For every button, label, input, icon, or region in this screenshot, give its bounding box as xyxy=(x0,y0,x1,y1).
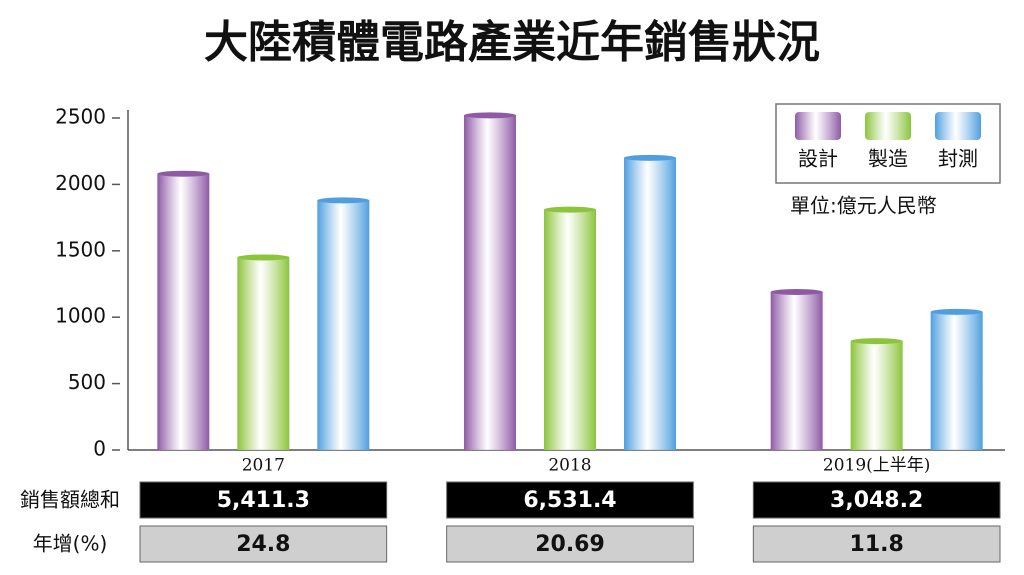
y-tick-label: 0 xyxy=(93,437,106,461)
bar xyxy=(850,341,903,450)
legend-swatch xyxy=(795,112,841,140)
table-value: 3,048.2 xyxy=(830,488,923,513)
table-cell xyxy=(139,525,388,563)
bar-cap xyxy=(464,112,516,119)
y-tick-label: 2000 xyxy=(55,171,106,195)
y-tick-label: 1000 xyxy=(55,304,106,328)
y-tick-label: 1500 xyxy=(55,237,106,261)
table-cell xyxy=(446,481,694,519)
bar xyxy=(930,311,983,450)
legend-label: 封測 xyxy=(938,147,978,171)
bar xyxy=(770,291,823,450)
x-tick-label: 2018 xyxy=(548,456,591,476)
table-cell xyxy=(752,481,1001,519)
bar-cap xyxy=(237,254,290,261)
bar-cap xyxy=(770,288,823,295)
bar xyxy=(317,200,370,450)
bar-cap xyxy=(317,197,370,204)
row-label: 銷售額總和 xyxy=(20,488,120,512)
table-value: 11.8 xyxy=(850,532,904,557)
table-cell xyxy=(446,525,694,563)
y-tick-label: 2500 xyxy=(55,105,106,129)
y-tick-label: 500 xyxy=(68,370,106,394)
row-label: 年增(%) xyxy=(33,532,108,556)
bar xyxy=(544,209,596,450)
table-value: 6,531.4 xyxy=(523,488,616,513)
table-cell xyxy=(139,481,388,519)
legend-swatch xyxy=(935,112,981,140)
bar xyxy=(237,257,290,450)
bar xyxy=(464,115,516,451)
bar-cap xyxy=(157,170,210,177)
legend-label: 製造 xyxy=(868,147,908,171)
bar-cap xyxy=(624,154,676,161)
bar xyxy=(624,157,676,450)
table-cell xyxy=(752,525,1001,563)
chart-title: 大陸積體電路產業近年銷售狀況 xyxy=(204,17,820,68)
bar-cap xyxy=(930,308,983,315)
x-tick-label: 2019(上半年) xyxy=(823,456,931,476)
x-tick-label: 2017 xyxy=(242,456,285,476)
table-value: 24.8 xyxy=(236,532,290,557)
table-value: 5,411.3 xyxy=(217,488,310,513)
bar xyxy=(157,173,210,450)
legend-swatch xyxy=(865,112,911,140)
table-value: 20.69 xyxy=(535,532,605,557)
legend-label: 設計 xyxy=(798,147,838,171)
unit-note: 單位:億元人民幣 xyxy=(790,194,937,218)
bar-cap xyxy=(850,338,903,345)
bar-cap xyxy=(544,206,596,213)
